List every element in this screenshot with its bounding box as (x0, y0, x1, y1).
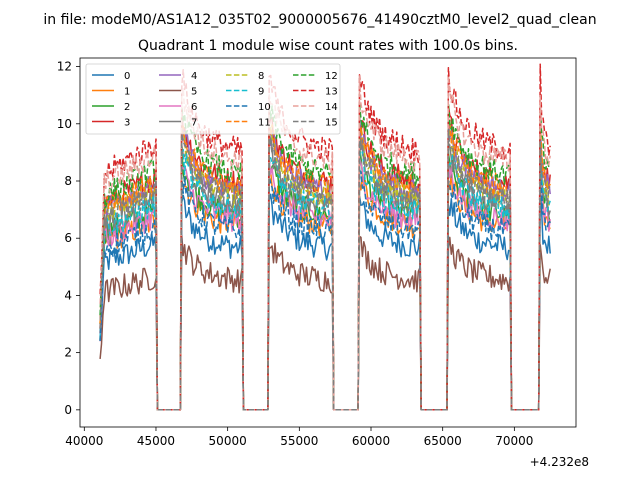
x-axis: 40000 45000 50000 55000 60000 65000 70000 (65, 427, 533, 448)
chart-title: Quadrant 1 module wise count rates with … (138, 38, 518, 54)
x-offset-label: +4.232e8 (530, 455, 589, 469)
figure-suptitle: in file: modeM0/AS1A12_035T02_9000005676… (43, 12, 596, 28)
x-tick-label: 70000 (495, 434, 533, 448)
y-tick-label: 12 (57, 60, 72, 74)
axes-frame (79, 57, 577, 428)
legend-label-3: 3 (124, 118, 130, 129)
x-tick-label: 40000 (65, 434, 103, 448)
legend-label-12: 12 (325, 71, 338, 82)
series-line-15 (99, 128, 551, 411)
legend-label-5: 5 (191, 87, 197, 98)
x-tick-label: 60000 (352, 434, 390, 448)
legend-label-2: 2 (124, 102, 130, 113)
y-tick-label: 2 (64, 346, 72, 360)
legend-label-11: 11 (258, 118, 271, 129)
series-layer (99, 63, 551, 411)
x-tick-label: 50000 (209, 434, 247, 448)
legend-label-13: 13 (325, 87, 338, 98)
series-line-5 (99, 234, 551, 411)
y-tick-label: 0 (64, 403, 72, 417)
legend-label-9: 9 (258, 87, 264, 98)
y-axis: 0 2 4 6 8 10 12 (57, 60, 80, 417)
x-tick-label: 55000 (280, 434, 318, 448)
series-line-13 (99, 63, 551, 411)
series-line-8 (99, 126, 551, 411)
legend-label-1: 1 (124, 87, 130, 98)
legend-label-6: 6 (191, 102, 197, 113)
legend-label-4: 4 (191, 71, 197, 82)
legend-label-8: 8 (258, 71, 264, 82)
y-tick-label: 4 (64, 288, 72, 302)
legend-label-7: 7 (191, 118, 197, 129)
x-tick-label: 65000 (424, 434, 462, 448)
legend-label-0: 0 (124, 71, 130, 82)
legend-label-14: 14 (325, 102, 338, 113)
y-tick-label: 10 (57, 117, 72, 131)
legend-label-10: 10 (258, 102, 271, 113)
legend-label-15: 15 (325, 118, 338, 129)
y-tick-label: 8 (64, 174, 72, 188)
y-tick-label: 6 (64, 231, 72, 245)
legend-box (85, 63, 341, 135)
x-tick-label: 45000 (137, 434, 175, 448)
